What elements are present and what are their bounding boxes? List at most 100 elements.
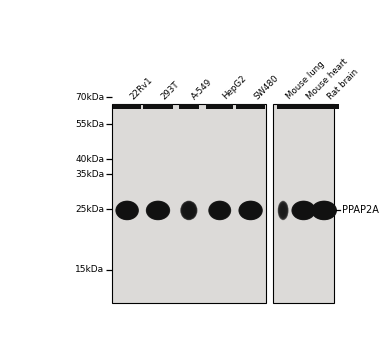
Ellipse shape (149, 203, 167, 218)
Ellipse shape (317, 205, 331, 216)
Ellipse shape (291, 201, 316, 220)
Ellipse shape (209, 201, 230, 220)
Ellipse shape (123, 206, 132, 215)
Ellipse shape (241, 202, 260, 219)
Ellipse shape (211, 202, 229, 218)
Ellipse shape (150, 204, 166, 217)
Ellipse shape (149, 202, 167, 218)
Bar (112, 104, 266, 303)
Ellipse shape (211, 203, 228, 218)
Ellipse shape (181, 201, 197, 220)
Ellipse shape (297, 204, 311, 217)
Ellipse shape (150, 203, 166, 217)
Ellipse shape (153, 205, 163, 215)
Ellipse shape (279, 203, 287, 218)
Bar (273, 104, 334, 303)
Text: HepG2: HepG2 (221, 74, 249, 101)
Ellipse shape (280, 205, 286, 216)
Ellipse shape (151, 204, 165, 217)
Bar (289, 104, 318, 109)
Ellipse shape (311, 201, 337, 220)
Ellipse shape (152, 205, 164, 216)
Ellipse shape (185, 205, 193, 216)
Text: 35kDa: 35kDa (75, 169, 104, 178)
Ellipse shape (214, 205, 225, 216)
Ellipse shape (278, 202, 288, 219)
Text: SW480: SW480 (252, 74, 280, 101)
Ellipse shape (313, 202, 335, 219)
Ellipse shape (210, 202, 229, 219)
Ellipse shape (246, 206, 255, 215)
Ellipse shape (279, 202, 288, 219)
Ellipse shape (185, 205, 193, 215)
Text: 70kDa: 70kDa (75, 93, 104, 102)
Ellipse shape (184, 204, 194, 217)
Ellipse shape (278, 201, 288, 220)
Text: 15kDa: 15kDa (75, 265, 104, 274)
Bar (277, 104, 290, 109)
Ellipse shape (183, 204, 194, 217)
Ellipse shape (153, 206, 163, 215)
Ellipse shape (184, 204, 194, 217)
Ellipse shape (295, 203, 313, 218)
Ellipse shape (182, 203, 195, 218)
Ellipse shape (215, 206, 224, 215)
Ellipse shape (280, 204, 286, 217)
Ellipse shape (293, 202, 314, 219)
Bar (144, 104, 172, 109)
Ellipse shape (210, 202, 229, 219)
Ellipse shape (146, 201, 170, 220)
Ellipse shape (239, 201, 262, 220)
Ellipse shape (115, 201, 139, 220)
Ellipse shape (118, 202, 136, 218)
Ellipse shape (294, 202, 313, 218)
Bar (236, 104, 265, 109)
Ellipse shape (121, 205, 133, 216)
Ellipse shape (152, 205, 164, 216)
Ellipse shape (278, 202, 288, 219)
Ellipse shape (180, 201, 198, 220)
Ellipse shape (317, 204, 331, 217)
Ellipse shape (149, 203, 167, 218)
Ellipse shape (312, 201, 337, 220)
Ellipse shape (209, 201, 231, 220)
Ellipse shape (242, 203, 259, 218)
Ellipse shape (280, 205, 286, 216)
Ellipse shape (314, 203, 334, 218)
Bar (113, 104, 141, 109)
Ellipse shape (280, 204, 286, 217)
Ellipse shape (315, 203, 333, 218)
Bar (178, 104, 199, 109)
Ellipse shape (148, 202, 168, 219)
Ellipse shape (280, 204, 286, 217)
Ellipse shape (214, 205, 226, 216)
Ellipse shape (208, 201, 231, 220)
Ellipse shape (117, 202, 137, 219)
Bar (309, 104, 339, 109)
Text: Mouse heart: Mouse heart (305, 57, 350, 101)
Ellipse shape (119, 203, 135, 217)
Text: 25kDa: 25kDa (75, 205, 104, 214)
Ellipse shape (213, 204, 227, 217)
Ellipse shape (214, 205, 225, 216)
Ellipse shape (280, 203, 287, 217)
Ellipse shape (152, 205, 164, 216)
Ellipse shape (279, 203, 287, 218)
Text: A-549: A-549 (190, 77, 214, 101)
Ellipse shape (213, 204, 227, 217)
Ellipse shape (119, 204, 134, 217)
Ellipse shape (240, 202, 262, 219)
Ellipse shape (184, 205, 193, 216)
Ellipse shape (182, 202, 196, 218)
Ellipse shape (318, 205, 331, 216)
Ellipse shape (316, 204, 332, 217)
Ellipse shape (122, 205, 132, 215)
Ellipse shape (243, 204, 259, 217)
Ellipse shape (151, 204, 165, 217)
Ellipse shape (245, 205, 256, 216)
Ellipse shape (319, 206, 329, 215)
Ellipse shape (182, 202, 196, 219)
Ellipse shape (120, 204, 134, 217)
Ellipse shape (295, 203, 312, 217)
Ellipse shape (183, 203, 195, 218)
